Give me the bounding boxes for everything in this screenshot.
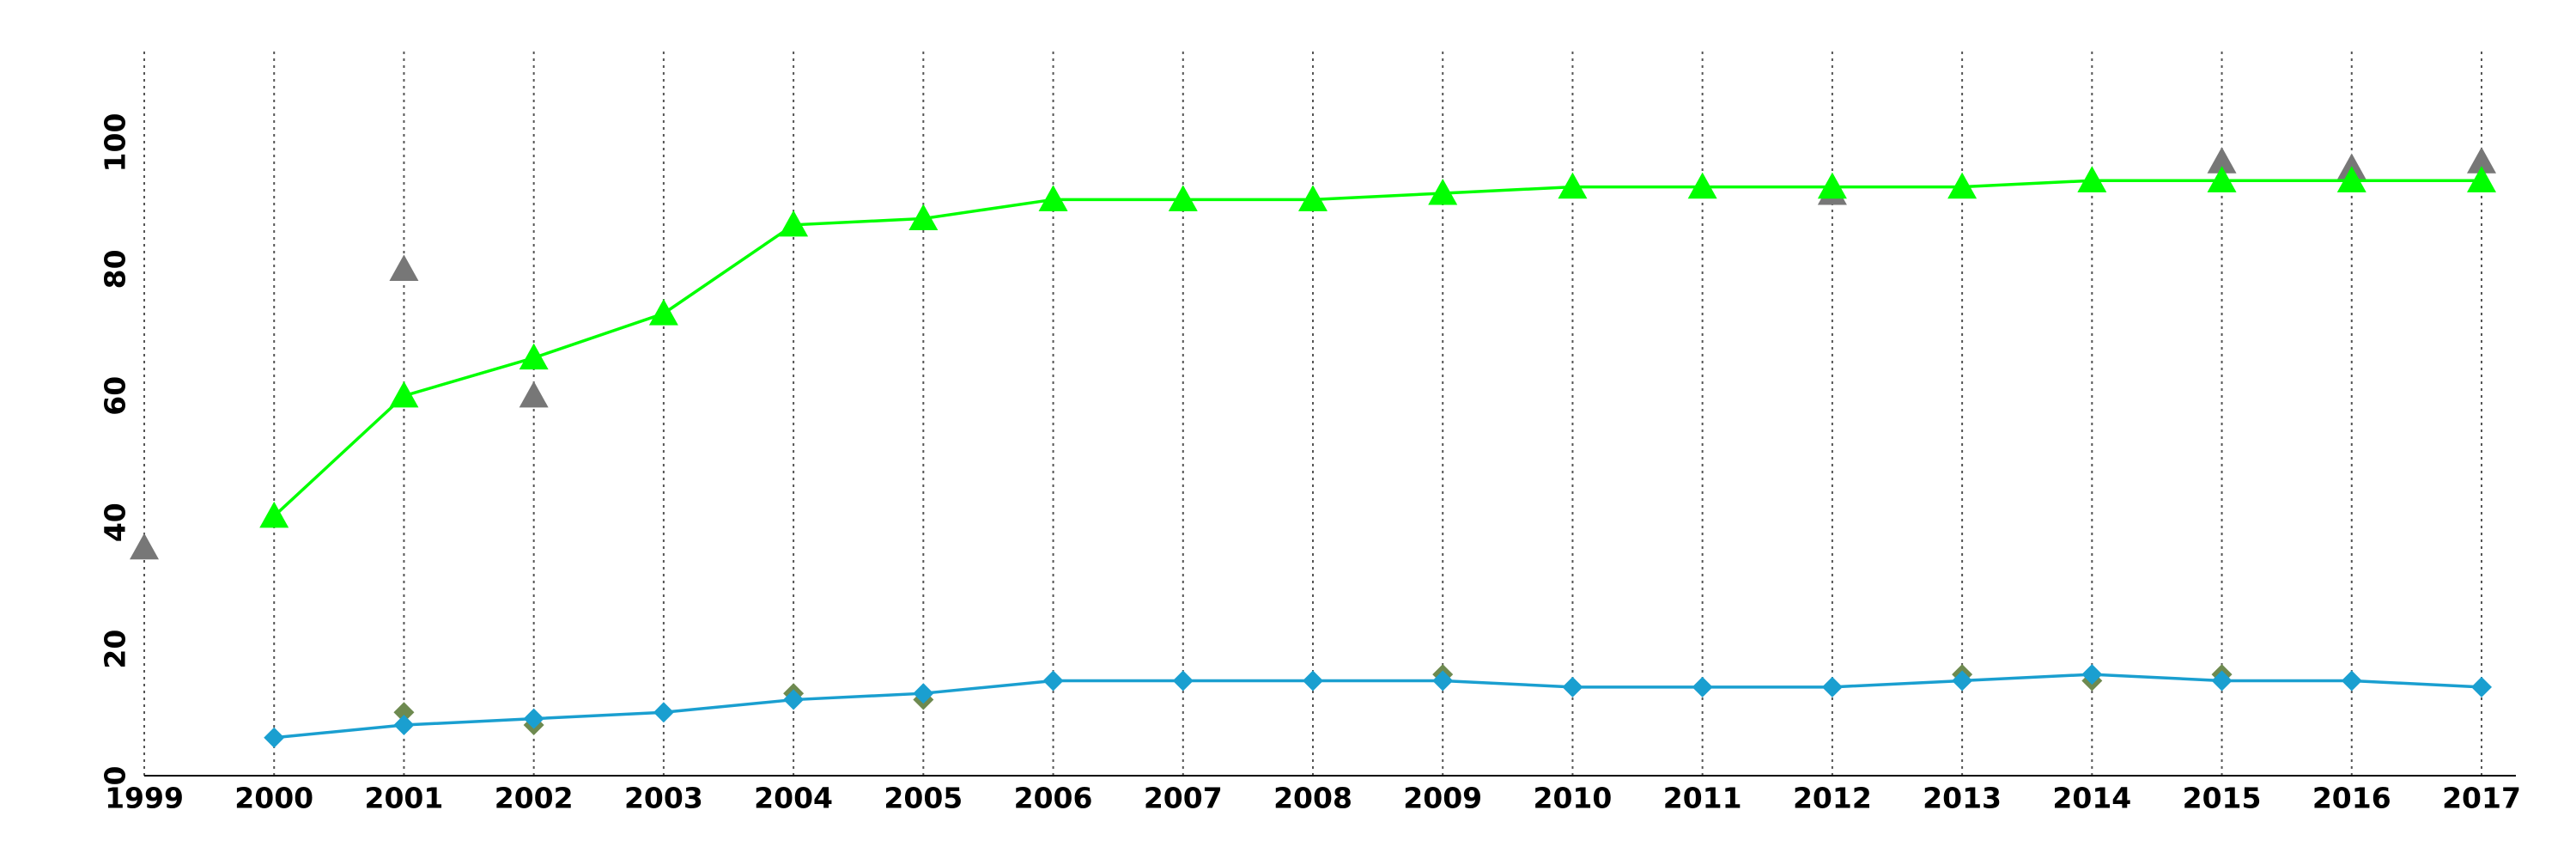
triangle-marker (2077, 166, 2107, 192)
diamond-marker (2211, 670, 2233, 691)
diamond-marker (653, 702, 674, 723)
x-tick-label: 2008 (1273, 782, 1352, 815)
y-tick-label: 20 (99, 630, 132, 669)
x-tick-label: 2002 (495, 782, 574, 815)
diamond-marker (913, 683, 934, 704)
x-tick-label: 2003 (624, 782, 703, 815)
triangle-marker (259, 501, 289, 528)
diamond-marker (1303, 670, 1323, 691)
x-tick-label: 2013 (1923, 782, 2002, 815)
diamond-marker (1042, 670, 1064, 691)
y-tick-label: 100 (99, 113, 132, 173)
triangle-marker (1038, 185, 1068, 211)
triangle-marker (1298, 185, 1327, 211)
triangle-marker (389, 381, 419, 408)
x-tick-label: 2006 (1014, 782, 1093, 815)
x-tick-label: 2004 (754, 782, 833, 815)
y-tick-label: 40 (99, 503, 132, 542)
series-line (273, 179, 2482, 518)
x-tick-label: 2010 (1534, 782, 1613, 815)
x-tick-label: 2014 (2052, 782, 2131, 815)
x-tick-label: 2001 (365, 782, 444, 815)
diamond-marker (2081, 664, 2103, 685)
diamond-marker (2471, 676, 2492, 698)
x-tick-label: 2016 (2312, 782, 2391, 815)
x-tick-label: 1999 (105, 782, 184, 815)
diamond-marker (393, 715, 415, 736)
triangle-marker (130, 533, 159, 560)
diamond-marker (1692, 676, 1713, 698)
x-tick-label: 2007 (1144, 782, 1223, 815)
triangle-marker (2467, 147, 2496, 174)
x-tick-label: 2017 (2442, 782, 2521, 815)
triangle-marker (779, 210, 809, 237)
triangle-marker (1428, 178, 1458, 205)
triangle-marker (2207, 166, 2237, 192)
triangle-marker (1558, 172, 1588, 199)
triangle-marker (1947, 172, 1978, 199)
diamond-marker (2341, 670, 2362, 691)
x-tick-label: 2015 (2183, 782, 2262, 815)
diamond-marker (264, 727, 285, 748)
triangle-marker (1817, 172, 1847, 199)
triangle-marker (1168, 185, 1198, 211)
diamond-marker (523, 708, 544, 729)
triangle-marker (1687, 172, 1717, 199)
triangle-marker (908, 204, 939, 231)
diamond-marker (1952, 670, 1973, 691)
triangle-marker (519, 343, 549, 370)
y-tick-label: 60 (99, 376, 132, 416)
series-line (274, 673, 2482, 740)
triangle-marker (648, 298, 678, 326)
diamond-marker (1432, 670, 1454, 691)
y-tick-label: 0 (99, 766, 132, 786)
triangle-marker (389, 254, 419, 281)
x-tick-label: 2000 (234, 782, 313, 815)
triangle-marker (2467, 166, 2496, 192)
diamond-marker (393, 702, 415, 723)
x-tick-label: 2005 (884, 782, 963, 815)
triangle-marker (2207, 147, 2237, 174)
x-tick-label: 2012 (1793, 782, 1872, 815)
triangle-marker (2336, 166, 2366, 192)
x-tick-label: 2009 (1403, 782, 1482, 815)
triangle-marker (519, 381, 549, 408)
diamond-marker (1172, 670, 1194, 691)
diamond-marker (783, 689, 805, 710)
diamond-marker (1821, 676, 1843, 698)
diamond-marker (1562, 676, 1583, 698)
x-tick-label: 2011 (1663, 782, 1742, 815)
y-tick-label: 80 (99, 249, 132, 289)
